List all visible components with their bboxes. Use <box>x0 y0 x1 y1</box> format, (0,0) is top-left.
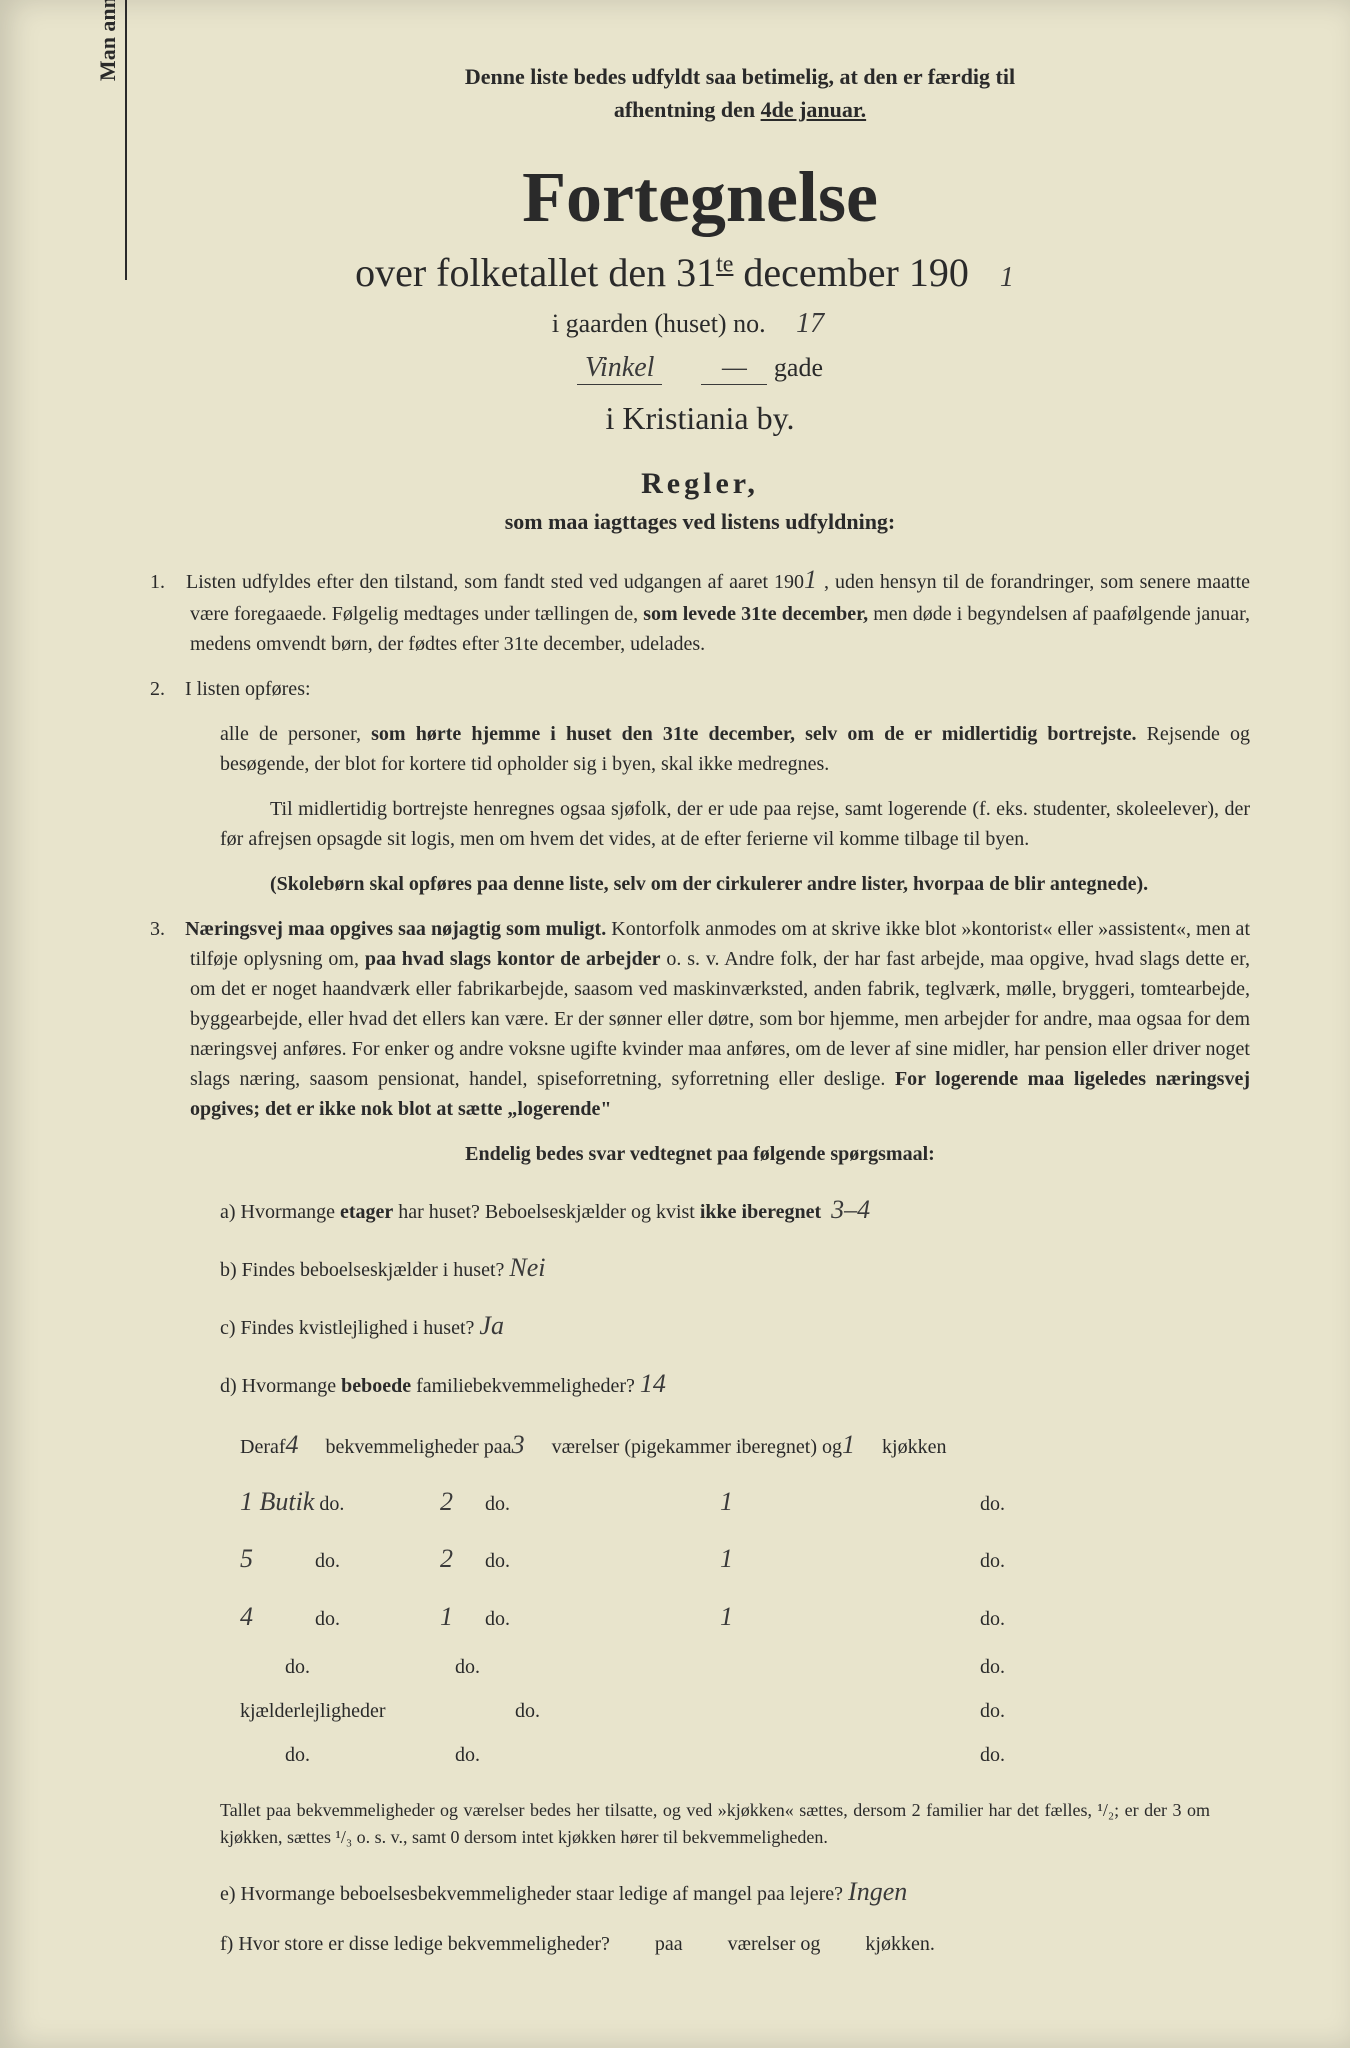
answer-b: Nei <box>509 1242 549 1294</box>
rule-2-para2: Til midlertidig bortrejste henregnes ogs… <box>220 794 1250 854</box>
regler-title: Regler, <box>150 467 1250 501</box>
answer-c: Ja <box>479 1300 519 1352</box>
rule-2-intro: I listen opføres: <box>185 678 311 700</box>
subtitle-post: december 190 <box>733 250 968 295</box>
table-row: kjælderlejligheder do. do. <box>240 1689 1250 1733</box>
rule-1-text: Listen udfyldes efter den tilstand, som … <box>186 571 1250 655</box>
street-line: Vinkel — gade <box>150 352 1250 385</box>
table-row: 1 Butik do. 2 do. 1 do. <box>240 1473 1250 1530</box>
answer-e: Ingen <box>848 1866 907 1918</box>
rule-2-para3: (Skolebørn skal opføres paa denne liste,… <box>220 869 1250 899</box>
subtitle-pre: over folketallet den 31 <box>355 250 716 295</box>
table-row: 5 do. 2 do. 1 do. <box>240 1530 1250 1587</box>
top-notice-date: 4de januar. <box>761 97 867 122</box>
house-number: 17 <box>772 308 848 340</box>
document-page: Man anmodes om at gjennemlæse og nøje at… <box>0 0 1350 2048</box>
street-name: Vinkel <box>577 352 662 385</box>
question-d: d) Hvormange beboede familiebekvemmeligh… <box>220 1358 1250 1410</box>
rule-3-num: 3. <box>150 914 180 944</box>
questions-block: a) Hvormange etager har huset? Beboelses… <box>220 1184 1250 1410</box>
rule-2: 2. I listen opføres: <box>190 674 1250 704</box>
endelig-heading: Endelig bedes svar vedtegnet paa følgend… <box>150 1139 1250 1169</box>
answer-d: 14 <box>640 1358 680 1410</box>
answer-a: 3–4 <box>831 1184 871 1236</box>
question-f: f) Hvor store er disse ledige bekvemmeli… <box>220 1924 1250 1964</box>
top-notice-line2a: afhentning den <box>614 97 761 122</box>
bekv-table: Deraf 4 bekvemmeligheder paa 3 værelser … <box>240 1416 1250 1777</box>
table-header-row: Deraf 4 bekvemmeligheder paa 3 værelser … <box>240 1416 1250 1473</box>
house-line: i gaarden (huset) no. 17 <box>150 308 1250 340</box>
rule-2-num: 2. <box>150 674 180 704</box>
top-notice-line1: Denne liste bedes udfyldt saa betimelig,… <box>465 64 1015 89</box>
footer-note: Tallet paa bekvemmeligheder og værelser … <box>220 1797 1210 1851</box>
table-row: do. do. do. <box>240 1645 1250 1689</box>
vertical-instruction: Man anmodes om at gjennemlæse og nøje at… <box>95 0 127 280</box>
rule-2-body: alle de personer, som hørte hjemme i hus… <box>220 719 1250 779</box>
question-c: c) Findes kvistlejlighed i huset? Ja <box>220 1300 1250 1352</box>
table-row: 4 do. 1 do. 1 do. <box>240 1588 1250 1645</box>
question-a: a) Hvormange etager har huset? Beboelses… <box>220 1184 1250 1236</box>
top-notice: Denne liste bedes udfyldt saa betimelig,… <box>230 60 1250 126</box>
street-suffix-hw: — <box>701 352 767 385</box>
main-title: Fortegnelse <box>150 156 1250 239</box>
street-label: gade <box>774 353 823 382</box>
city-line: i Kristiania by. <box>150 400 1250 437</box>
rule-1-num: 1. <box>150 567 180 597</box>
subtitle: over folketallet den 31te december 1901 <box>150 249 1250 296</box>
year-handwritten: 1 <box>969 262 1045 294</box>
question-e: e) Hvormange beboelsesbekvemmeligheder s… <box>220 1866 1250 1918</box>
question-b: b) Findes beboelseskjælder i huset? Nei <box>220 1242 1250 1294</box>
table-row: do. do. do. <box>240 1733 1250 1777</box>
subtitle-sup: te <box>716 252 733 278</box>
questions-ef: e) Hvormange beboelsesbekvemmeligheder s… <box>220 1866 1250 1964</box>
rule-1: 1. Listen udfyldes efter den tilstand, s… <box>190 560 1250 659</box>
regler-subtitle: som maa iagttages ved listens udfyldning… <box>150 509 1250 535</box>
house-line-pre: i gaarden (huset) no. <box>552 309 772 338</box>
rule-3: 3. Næringsvej maa opgives saa nøjagtig s… <box>190 914 1250 1124</box>
